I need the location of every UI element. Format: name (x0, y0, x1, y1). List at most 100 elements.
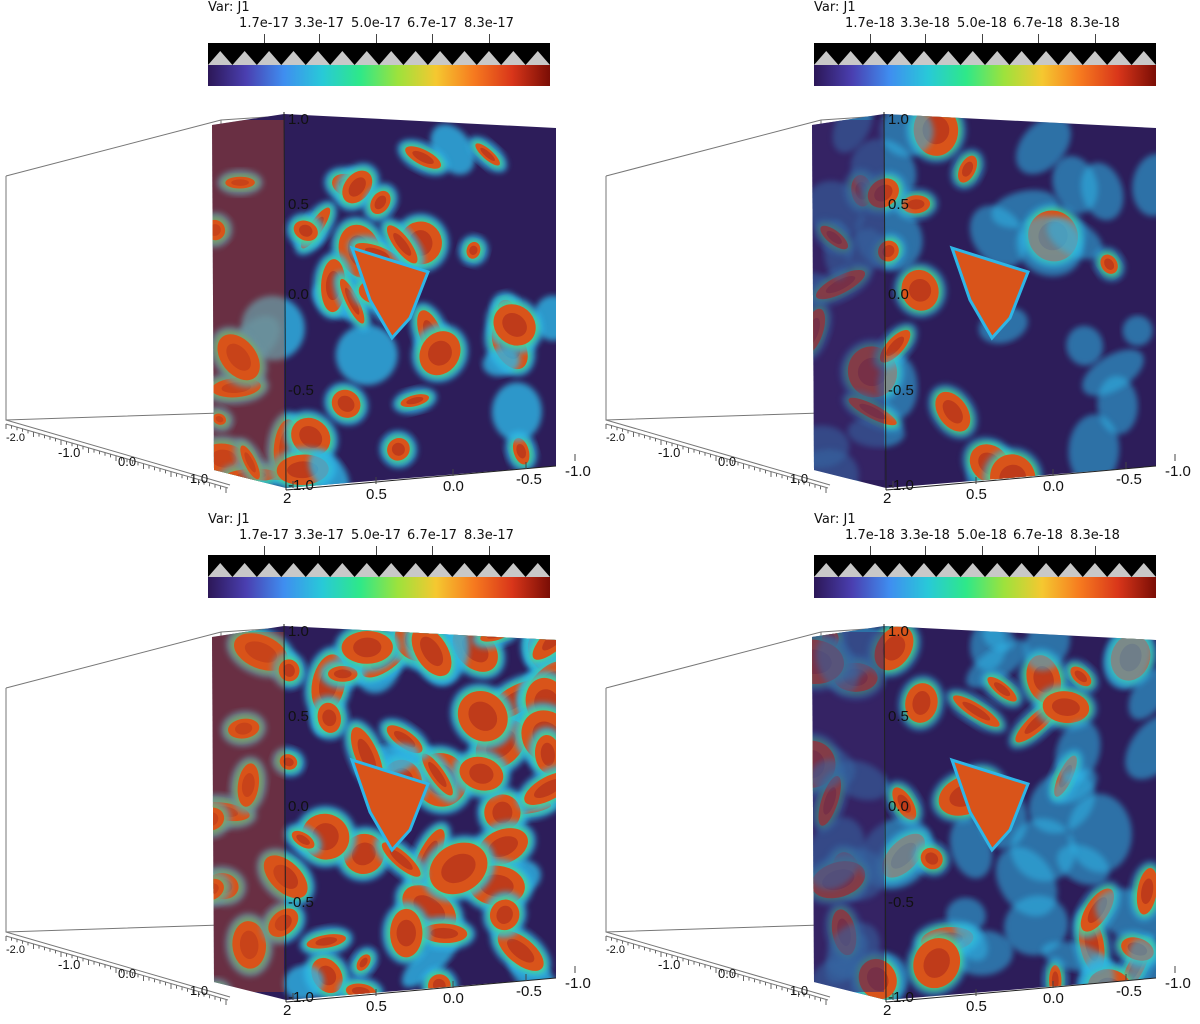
bottom-axis-tick-label: -1.0 (1165, 975, 1191, 992)
colorbar-tick-label: 8.3e-18 (1070, 528, 1120, 543)
depth-axis-line (5, 935, 229, 1001)
colorbar-var-label: Var: J1 (208, 0, 250, 15)
colorbar-tick-label: 1.7e-17 (239, 528, 289, 543)
vertical-axis-tick-label: 0.0 (288, 286, 309, 303)
colorbar-tick-label: 8.3e-18 (1070, 16, 1120, 31)
front-edges (283, 623, 557, 1003)
colorbar-gradient (814, 65, 1156, 86)
colorbar-tick-label: 6.7e-18 (1013, 16, 1063, 31)
bottom-axis-tick-label: -1.0 (1165, 463, 1191, 480)
bottom-axis-tick-label: 0.0 (443, 990, 464, 1007)
depth-axis-tick-label: 1.0 (790, 471, 808, 486)
depth-axis-line (5, 423, 229, 489)
bottom-axis-tick-label: 0.0 (1043, 990, 1064, 1007)
colorbar-ticks: 1.7e-17 3.3e-17 5.0e-17 6.7e-17 8.3e-17 (208, 16, 550, 60)
vertical-axis-tick-label: 0.0 (888, 798, 909, 815)
vertical-axis-tick-label: 0.5 (888, 708, 909, 725)
volume-render-scene: 1.00.50.0-0.5-1.02 0.5 0.0 -0.5 -1.0-2.0-1.0… (605, 111, 1191, 507)
vertical-axis-tick-label: 0.5 (288, 196, 309, 213)
colorbar-gradient (208, 65, 550, 86)
depth-axis-line (605, 423, 829, 489)
vertical-axis-tick-label: -0.5 (288, 382, 314, 399)
vertical-axis-tick-label: 0.0 (288, 798, 309, 815)
colorbar-tick-label: 3.3e-17 (294, 528, 344, 543)
depth-axis-tick-label: -2.0 (606, 432, 625, 444)
bottom-axis-tick-label: -0.5 (516, 471, 542, 488)
panel-bottom-left: 1.0 0.5 0.0 -0.5 -1.0 2 0.5 0.0 -0.5 -1.0 -2.0 -1.0… (0, 512, 600, 1024)
depth-axis-tick-label: 1.0 (790, 983, 808, 998)
colorbar-tick-label: 3.3e-18 (900, 528, 950, 543)
colorbar-var-label: Var: J1 (814, 512, 856, 527)
volume-rendering (212, 626, 556, 1000)
colorbar-gradient (208, 577, 550, 598)
colorbar-ticks: 1.7e-18 3.3e-18 5.0e-18 6.7e-18 8.3e-18 (814, 16, 1156, 60)
panel-top-left: 1.0 0.5 0.0 -0.5 -1.0 2 0.5 0.0 -0.5 -1.0 -2.0 -1.0… (0, 0, 600, 512)
bottom-axis-tick-label: 2 (283, 1002, 291, 1019)
vertical-axis-tick-label: 0.5 (288, 708, 309, 725)
depth-axis-line (605, 935, 829, 1001)
volume-render-scene: 1.00.50.0-0.5-1.02 0.5 0.0 -0.5 -1.0-2.0-1.0… (605, 623, 1191, 1019)
bottom-axis-tick-label: 0.0 (443, 478, 464, 495)
panel-bottom-right: 1.0 0.5 0.0 -0.5 -1.0 2 0.5 0.0 -0.5 -1.0 -2.0 -1.0… (600, 512, 1200, 1024)
colorbar-tick-label: 8.3e-17 (464, 16, 514, 31)
depth-axis-tick-label: -2.0 (6, 432, 25, 444)
colorbar-tick-label: 1.7e-18 (845, 16, 895, 31)
volume-rendering (812, 114, 1156, 488)
depth-axis-tick-label: -1.0 (58, 957, 80, 972)
bottom-axis-tick-label: 2 (883, 1002, 891, 1019)
depth-axis-tick-label: -1.0 (58, 445, 80, 460)
depth-axis-tick-label: -2.0 (6, 944, 25, 956)
panel-top-right: 1.0 0.5 0.0 -0.5 -1.0 2 0.5 0.0 -0.5 -1.0 -2.0 -1.0… (600, 0, 1200, 512)
depth-axis-tick-label: 1.0 (190, 471, 208, 486)
bottom-axis-tick-label: -0.5 (516, 983, 542, 1000)
colorbar-tick-label: 5.0e-18 (957, 528, 1007, 543)
colorbar-var-label: Var: J1 (208, 512, 250, 527)
depth-axis-tick-label: 0.0 (118, 454, 136, 469)
depth-axis-tick-label: 0.0 (718, 966, 736, 981)
colorbar-tick-label: 1.7e-18 (845, 528, 895, 543)
colorbar-tick-label: 5.0e-17 (351, 528, 401, 543)
vertical-axis-tick-label: -0.5 (888, 894, 914, 911)
front-edges (283, 111, 557, 491)
colorbar-gradient (814, 577, 1156, 598)
bottom-axis-tick-label: 0.0 (1043, 478, 1064, 495)
vertical-axis-tick-label: 1.0 (888, 623, 909, 640)
depth-axis-tick-label: 0.0 (718, 454, 736, 469)
bottom-axis-tick-label: -0.5 (1116, 471, 1142, 488)
colorbar-ticks: 1.7e-17 3.3e-17 5.0e-17 6.7e-17 8.3e-17 (208, 528, 550, 572)
colorbar-tick-label: 5.0e-17 (351, 16, 401, 31)
colorbar-opacity-strip (814, 555, 1156, 577)
front-edges (883, 111, 1157, 491)
vertical-axis-tick-label: -1.0 (288, 989, 314, 1006)
volume-render-scene: 1.00.50.0-0.5-1.02 0.5 0.0 -0.5 -1.0-2.0-1.0… (5, 623, 591, 1019)
vertical-axis-tick-label: -0.5 (288, 894, 314, 911)
bottom-axis-tick-label: 0.5 (966, 486, 987, 503)
depth-axis-tick-label: -1.0 (658, 445, 680, 460)
vertical-axis-tick-label: 0.5 (888, 196, 909, 213)
bottom-axis-tick-label: 0.5 (366, 998, 387, 1015)
colorbar-tick-label: 1.7e-17 (239, 16, 289, 31)
vertical-axis-tick-label: -1.0 (888, 477, 914, 494)
vertical-axis-tick-label: -0.5 (888, 382, 914, 399)
colorbar-opacity-strip (208, 43, 550, 65)
vertical-axis-tick-label: 1.0 (888, 111, 909, 128)
bottom-axis-tick-label: 2 (283, 490, 291, 507)
colorbar-tick-label: 3.3e-18 (900, 16, 950, 31)
depth-axis-tick-label: 0.0 (118, 966, 136, 981)
bottom-axis-tick-label: 0.5 (966, 998, 987, 1015)
colorbar-tick-label: 6.7e-17 (407, 16, 457, 31)
bottom-axis-tick-label: 0.5 (366, 486, 387, 503)
depth-axis-tick-label: -2.0 (606, 944, 625, 956)
bottom-axis-tick-label: 2 (883, 490, 891, 507)
vertical-axis-tick-label: 0.0 (888, 286, 909, 303)
colorbar-tick-label: 6.7e-18 (1013, 528, 1063, 543)
colorbar-var-label: Var: J1 (814, 0, 856, 15)
depth-axis-tick-label: -1.0 (658, 957, 680, 972)
vertical-axis-tick-label: 1.0 (288, 623, 309, 640)
colorbar-opacity-strip (208, 555, 550, 577)
colorbar-tick-label: 3.3e-17 (294, 16, 344, 31)
bottom-axis-tick-label: -1.0 (565, 975, 591, 992)
colorbar-tick-label: 6.7e-17 (407, 528, 457, 543)
vertical-axis-tick-label: -1.0 (888, 989, 914, 1006)
colorbar-ticks: 1.7e-18 3.3e-18 5.0e-18 6.7e-18 8.3e-18 (814, 528, 1156, 572)
